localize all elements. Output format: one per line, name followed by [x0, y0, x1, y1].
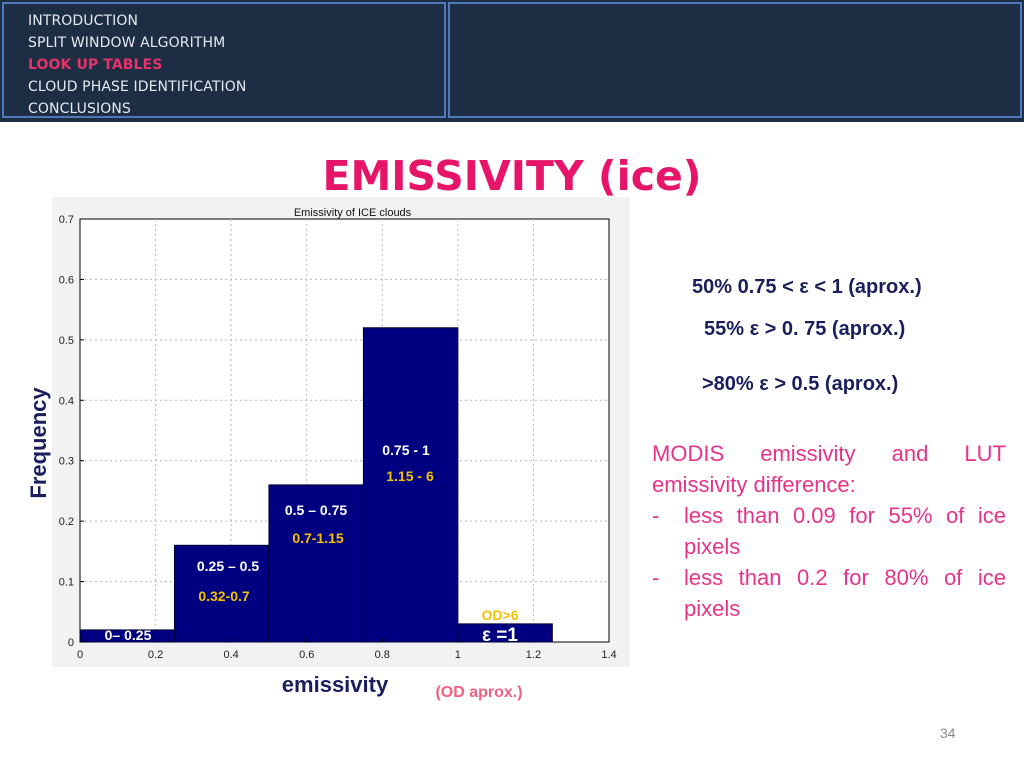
- section-navigation: INTRODUCTION SPLIT WINDOW ALGORITHM LOOK U…: [2, 2, 446, 118]
- bullet-text: less than 0.2 for 80% of ice pixels: [684, 565, 1006, 621]
- bullet-text: less than 0.09 for 55% of ice pixels: [684, 503, 1006, 559]
- modis-bullet: - less than 0.2 for 80% of ice pixels: [652, 562, 1006, 624]
- y-tick-label: 0: [68, 637, 74, 649]
- slide-title: EMISSIVITY (ice): [322, 152, 702, 200]
- bin-range-label: ε =1: [482, 625, 518, 646]
- x-tick-label: 0: [77, 649, 83, 661]
- x-tick-label: 0.6: [299, 649, 314, 661]
- header-panel: [448, 2, 1022, 118]
- x-tick-label: 0.2: [148, 649, 163, 661]
- modis-intro-line-1: MODIS emissivity and LUT: [652, 441, 1006, 466]
- x-tick-label: 0.8: [375, 649, 390, 661]
- nav-item[interactable]: INTRODUCTION: [28, 13, 139, 29]
- bin-od-label: 0.7-1.15: [292, 530, 344, 546]
- x-tick-label: 1.4: [601, 649, 616, 661]
- bin-range-label: 0.75 - 1: [382, 442, 430, 458]
- bullet-dash: -: [652, 565, 660, 590]
- y-tick-label: 0.7: [59, 214, 74, 226]
- y-tick-label: 0.2: [59, 516, 74, 528]
- y-tick-label: 0.5: [59, 335, 74, 347]
- y-axis-label: Frequency: [26, 387, 51, 499]
- nav-item[interactable]: LOOK UP TABLES: [28, 57, 163, 73]
- chart-title: Emissivity of ICE clouds: [294, 207, 412, 219]
- x-axis-label: emissivity: [282, 672, 389, 697]
- histogram-bar: [362, 327, 459, 643]
- histogram-bar: [173, 544, 270, 643]
- nav-item[interactable]: CONCLUSIONS: [28, 101, 131, 117]
- bin-od-label: 0.32-0.7: [198, 588, 250, 604]
- nav-item[interactable]: SPLIT WINDOW ALGORITHM: [28, 35, 226, 51]
- y-tick-label: 0.3: [59, 456, 74, 468]
- modis-comparison: MODIS emissivity and LUT emissivity diff…: [652, 438, 1006, 624]
- modis-bullet: - less than 0.09 for 55% of ice pixels: [652, 500, 1006, 562]
- bullet-dash: -: [652, 503, 660, 528]
- histogram-bar: [268, 484, 364, 643]
- y-tick-label: 0.1: [59, 577, 74, 589]
- x-tick-label: 1.2: [526, 649, 541, 661]
- bin-od-label: OD>6: [482, 607, 519, 623]
- stat-line-1: 50% 0.75 < ε < 1 (aprox.): [692, 276, 922, 298]
- modis-intro-line-2: emissivity difference:: [652, 472, 856, 497]
- histogram-bar: [457, 623, 553, 643]
- stat-line-3: >80% ε > 0.5 (aprox.): [702, 373, 899, 395]
- x-tick-label: 0.4: [223, 649, 238, 661]
- od-annotation: (OD aprox.): [435, 684, 522, 701]
- bin-range-label: 0.25 – 0.5: [197, 558, 259, 574]
- bin-od-label: 1.15 - 6: [386, 468, 434, 484]
- y-tick-label: 0.4: [59, 395, 74, 407]
- nav-item[interactable]: CLOUD PHASE IDENTIFICATION: [28, 79, 247, 95]
- section-list: INTRODUCTION SPLIT WINDOW ALGORITHM LOOK U…: [28, 10, 246, 120]
- modis-bullet-list: - less than 0.09 for 55% of ice pixels -…: [652, 500, 1006, 624]
- y-tick-label: 0.6: [59, 274, 74, 286]
- bin-range-label: 0.5 – 0.75: [285, 502, 347, 518]
- header-bar: INTRODUCTION SPLIT WINDOW ALGORITHM LOOK U…: [0, 0, 1024, 122]
- stat-line-2: 55% ε > 0. 75 (aprox.): [704, 318, 906, 340]
- page-number: 34: [940, 725, 956, 741]
- bin-range-label: 0– 0.25: [105, 627, 152, 643]
- x-tick-label: 1: [455, 649, 461, 661]
